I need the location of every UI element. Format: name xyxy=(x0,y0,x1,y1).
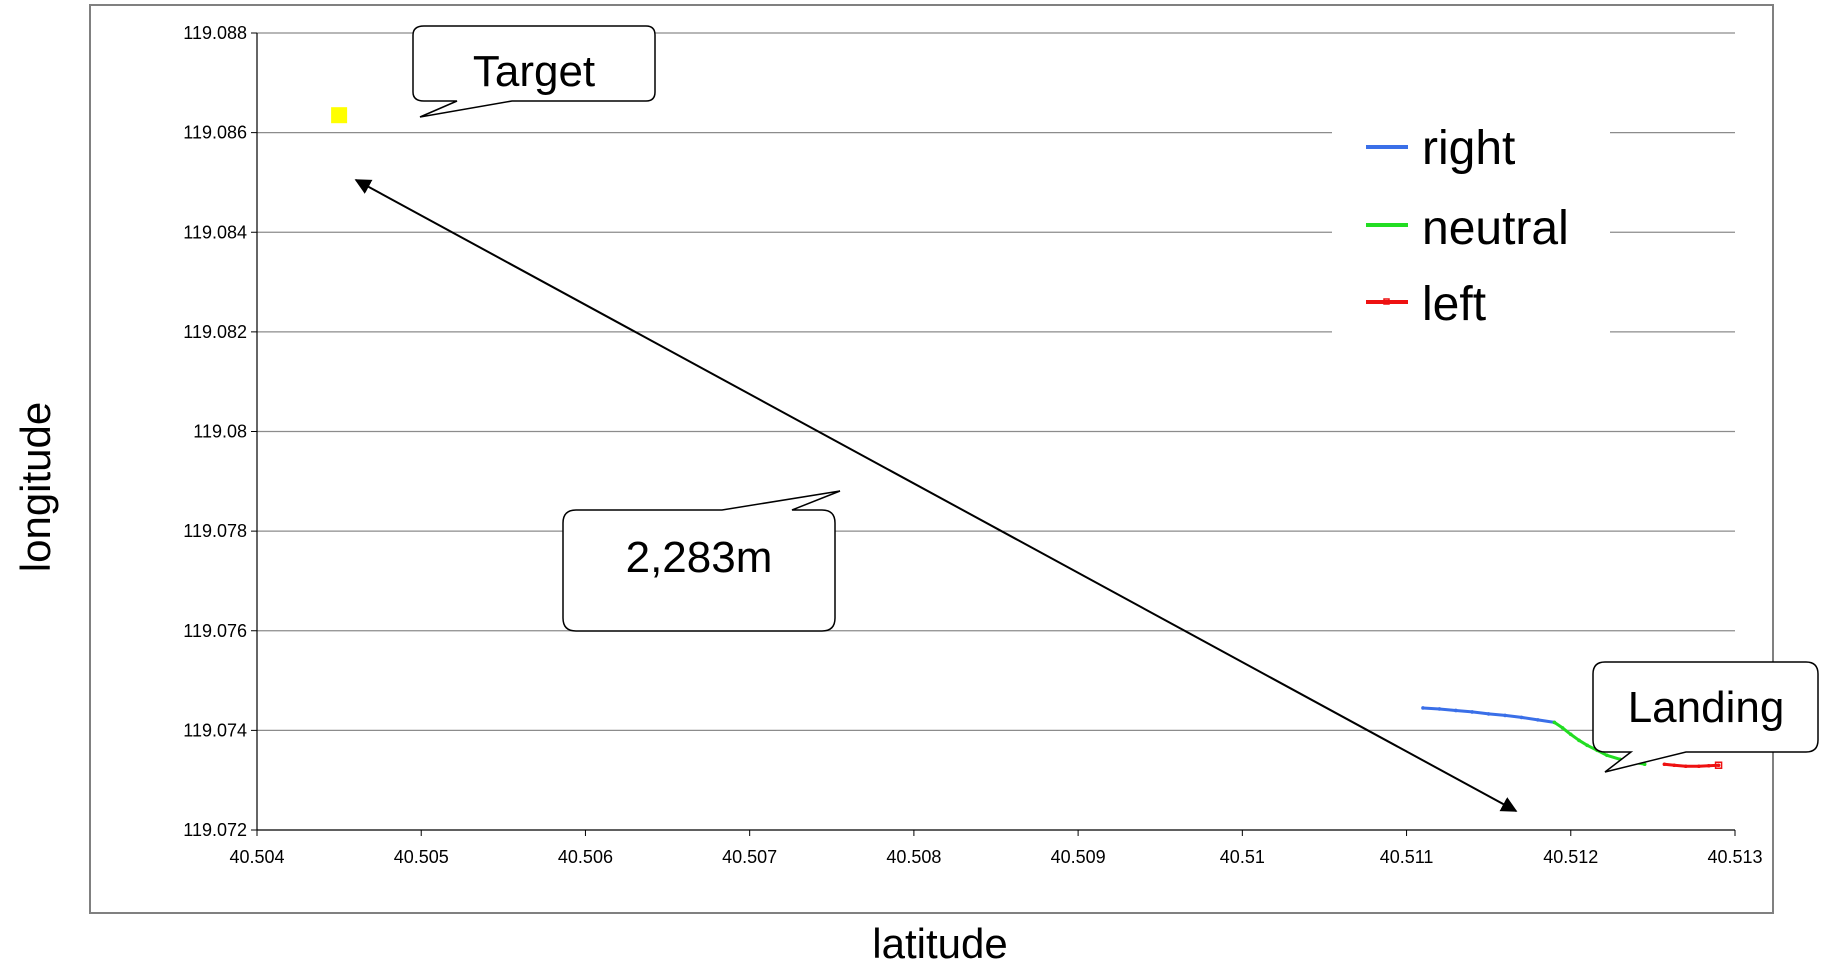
landing-callout: Landing xyxy=(1592,661,1819,773)
target-callout: Target xyxy=(412,25,656,118)
legend-marker-left xyxy=(1383,298,1390,305)
distance-callout: 2,283m xyxy=(562,490,841,632)
data-point-left xyxy=(1672,763,1677,768)
data-point-right xyxy=(1503,713,1507,718)
data-point-neutral xyxy=(1568,732,1573,737)
y-tick-label: 119.08 xyxy=(193,422,247,442)
legend-label-left: left xyxy=(1422,278,1486,331)
y-tick-label: 119.088 xyxy=(183,23,247,43)
target-callout-label: Target xyxy=(473,47,595,96)
y-tick-label: 119.082 xyxy=(183,322,247,342)
x-axis-title: latitude xyxy=(872,920,1007,966)
data-point-right xyxy=(1486,712,1491,716)
tick-labels: 119.072 119.074 119.076 119.078 119.08 119.08… xyxy=(183,23,1762,867)
data-point-left xyxy=(1716,763,1721,768)
data-point-left xyxy=(1697,764,1701,769)
x-tick-label: 40.509 xyxy=(1051,847,1106,867)
y-tick-label: 119.076 xyxy=(183,621,247,641)
data-point-left xyxy=(1706,763,1711,768)
x-tick-label: 40.504 xyxy=(229,847,284,867)
data-point-neutral xyxy=(1552,720,1557,725)
data-point-neutral xyxy=(1585,743,1589,748)
x-tick-label: 40.51 xyxy=(1220,847,1265,867)
data-point-neutral xyxy=(1577,738,1581,743)
y-axis-title: longitude xyxy=(12,402,59,572)
data-point-right xyxy=(1454,708,1458,713)
distance-callout-bubble xyxy=(562,490,841,632)
data-point-right xyxy=(1421,706,1425,710)
x-tick-label: 40.513 xyxy=(1707,847,1762,867)
data-point-left xyxy=(1662,762,1667,767)
data-point-left xyxy=(1683,764,1688,769)
data-point-right xyxy=(1536,718,1540,722)
target-point xyxy=(331,107,348,124)
data-point-neutral xyxy=(1605,753,1609,758)
y-tick-label: 119.086 xyxy=(183,123,247,143)
x-tick-label: 40.506 xyxy=(558,847,613,867)
x-tick-label: 40.511 xyxy=(1380,847,1434,867)
data-point-neutral xyxy=(1560,726,1565,730)
x-tick-label: 40.512 xyxy=(1543,847,1598,867)
y-tick-label: 119.078 xyxy=(183,521,247,541)
y-tick-label: 119.072 xyxy=(183,820,247,840)
distance-arrow xyxy=(354,179,1518,812)
y-tick-label: 119.084 xyxy=(183,222,247,242)
data-point-neutral xyxy=(1642,762,1647,767)
landing-callout-bubble xyxy=(1592,661,1819,773)
landing-callout-label: Landing xyxy=(1628,683,1785,732)
legend-label-neutral: neutral xyxy=(1422,202,1569,255)
x-tick-label: 40.508 xyxy=(886,847,941,867)
data-point-right xyxy=(1519,715,1524,720)
distance-callout-label: 2,283m xyxy=(626,533,773,582)
data-point-right xyxy=(1437,707,1442,711)
y-tick-label: 119.074 xyxy=(183,720,247,740)
data-point-right xyxy=(1470,710,1475,714)
target-callout-bubble xyxy=(412,25,656,118)
axes xyxy=(251,32,1736,836)
x-tick-label: 40.505 xyxy=(394,847,449,867)
landing-marker xyxy=(1714,761,1723,769)
legend-background xyxy=(1332,110,1610,350)
target-marker xyxy=(331,107,348,124)
legend-label-right: right xyxy=(1422,122,1515,175)
legend: right neutral left xyxy=(1332,110,1610,350)
x-tick-label: 40.507 xyxy=(722,847,777,867)
